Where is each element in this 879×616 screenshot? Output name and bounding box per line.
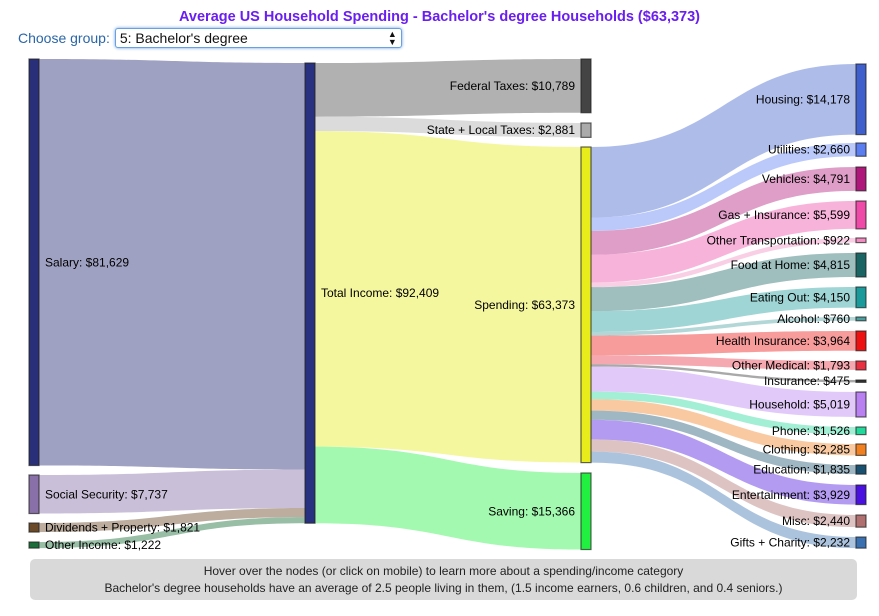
link-total-save[interactable]	[315, 446, 581, 550]
node-label-cloth: Clothing: $2,285	[763, 443, 851, 457]
info-household-stats: Bachelor's degree households have an ave…	[104, 581, 783, 595]
node-label-alc: Alcohol: $760	[777, 312, 850, 326]
link-spend-eat[interactable]	[591, 287, 856, 332]
link-spend-housing[interactable]	[591, 64, 856, 218]
node-gas[interactable]	[855, 200, 867, 230]
node-label-ent: Entertainment: $3,929	[732, 488, 850, 502]
node-label-otr: Other Transportation: $922	[707, 233, 851, 247]
link-div-total[interactable]	[39, 508, 305, 533]
link-spend-gifts[interactable]	[591, 451, 856, 549]
node-hi[interactable]	[855, 330, 867, 352]
node-fed[interactable]	[580, 58, 592, 114]
node-label-util: Utilities: $2,660	[768, 143, 850, 157]
node-label-eat: Eating Out: $4,150	[750, 290, 850, 304]
node-label-om: Other Medical: $1,793	[732, 358, 850, 372]
node-edu[interactable]	[855, 464, 867, 475]
node-ins[interactable]	[855, 379, 867, 383]
link-spend-hh[interactable]	[591, 366, 856, 417]
node-label-state: State + Local Taxes: $2,881	[427, 123, 576, 137]
link-spend-phone[interactable]	[591, 391, 856, 435]
node-label-gifts: Gifts + Charity: $2,232	[730, 536, 850, 550]
node-div[interactable]	[28, 522, 40, 533]
node-label-hh: Household: $5,019	[749, 397, 850, 411]
link-total-fed[interactable]	[315, 59, 581, 117]
node-eat[interactable]	[855, 286, 867, 309]
node-gifts[interactable]	[855, 536, 867, 549]
node-hh[interactable]	[855, 391, 867, 418]
node-oi[interactable]	[28, 541, 40, 549]
node-label-food: Food at Home: $4,815	[731, 258, 851, 272]
link-spend-ent[interactable]	[591, 419, 856, 505]
chart-title: Average US Household Spending - Bachelor…	[178, 9, 701, 25]
node-label-ss: Social Security: $7,737	[45, 487, 168, 501]
link-spend-edu[interactable]	[591, 410, 856, 475]
link-total-spend[interactable]	[315, 131, 581, 463]
link-total-state[interactable]	[315, 116, 581, 138]
node-label-fed: Federal Taxes: $10,789	[450, 79, 576, 93]
group-chooser: Choose group: 5: Bachelor's degree ▲ ▼	[18, 28, 402, 48]
node-ent[interactable]	[855, 484, 867, 506]
link-spend-veh[interactable]	[591, 167, 856, 255]
node-housing[interactable]	[855, 63, 867, 136]
node-phone[interactable]	[855, 426, 867, 436]
group-select-value: 5: Bachelor's degree	[119, 30, 248, 46]
select-arrows-icon: ▲ ▼	[387, 29, 397, 47]
group-chooser-label: Choose group:	[18, 30, 110, 46]
node-label-gas: Gas + Insurance: $5,599	[718, 208, 850, 222]
node-label-ins: Insurance: $475	[764, 374, 850, 388]
node-om[interactable]	[855, 360, 867, 371]
node-state[interactable]	[580, 122, 592, 138]
node-otr[interactable]	[855, 237, 867, 244]
node-alc[interactable]	[855, 316, 867, 322]
node-label-edu: Education: $1,835	[753, 463, 850, 477]
node-util[interactable]	[855, 142, 867, 157]
link-spend-util[interactable]	[591, 143, 856, 231]
link-spend-otr[interactable]	[591, 238, 856, 288]
nodes: Salary: $81,629 Social Security: $7,737 Di…	[28, 58, 867, 552]
node-total[interactable]	[304, 62, 316, 524]
node-label-save: Saving: $15,366	[488, 504, 575, 518]
node-label-total: Total Income: $92,409	[321, 286, 439, 300]
node-label-spend: Spending: $63,373	[474, 298, 575, 312]
info-box: Hover over the nodes (or click on mobile…	[30, 559, 857, 600]
sankey-diagram: Salary: $81,629 Social Security: $7,737 Di…	[28, 58, 867, 552]
link-salary-total[interactable]	[39, 59, 305, 470]
link-spend-hi[interactable]	[591, 331, 856, 356]
node-ss[interactable]	[28, 474, 40, 515]
node-label-veh: Vehicles: $4,791	[762, 172, 850, 186]
link-spend-alc[interactable]	[591, 317, 856, 336]
node-misc[interactable]	[855, 514, 867, 528]
link-spend-food[interactable]	[591, 253, 856, 312]
node-veh[interactable]	[855, 166, 867, 192]
node-spend[interactable]	[580, 146, 592, 464]
node-label-misc: Misc: $2,440	[782, 514, 850, 528]
node-label-housing: Housing: $14,178	[756, 92, 850, 106]
node-cloth[interactable]	[855, 443, 867, 456]
link-oi-total[interactable]	[39, 517, 305, 549]
node-label-phone: Phone: $1,526	[772, 424, 850, 438]
group-select[interactable]: 5: Bachelor's degree ▲ ▼	[114, 28, 402, 48]
info-hint: Hover over the nodes (or click on mobile…	[203, 564, 684, 578]
link-spend-misc[interactable]	[591, 439, 856, 528]
node-save[interactable]	[580, 472, 592, 551]
link-spend-om[interactable]	[591, 355, 856, 370]
link-spend-cloth[interactable]	[591, 399, 856, 456]
node-label-div: Dividends + Property: $1,821	[45, 521, 200, 535]
links	[39, 59, 856, 550]
node-label-salary: Salary: $81,629	[45, 255, 129, 269]
node-food[interactable]	[855, 252, 867, 278]
link-spend-ins[interactable]	[591, 364, 856, 383]
link-spend-gas[interactable]	[591, 201, 856, 283]
node-salary[interactable]	[28, 58, 40, 467]
node-label-hi: Health Insurance: $3,964	[716, 334, 850, 348]
node-label-oi: Other Income: $1,222	[45, 538, 161, 552]
link-ss-total[interactable]	[39, 469, 305, 514]
